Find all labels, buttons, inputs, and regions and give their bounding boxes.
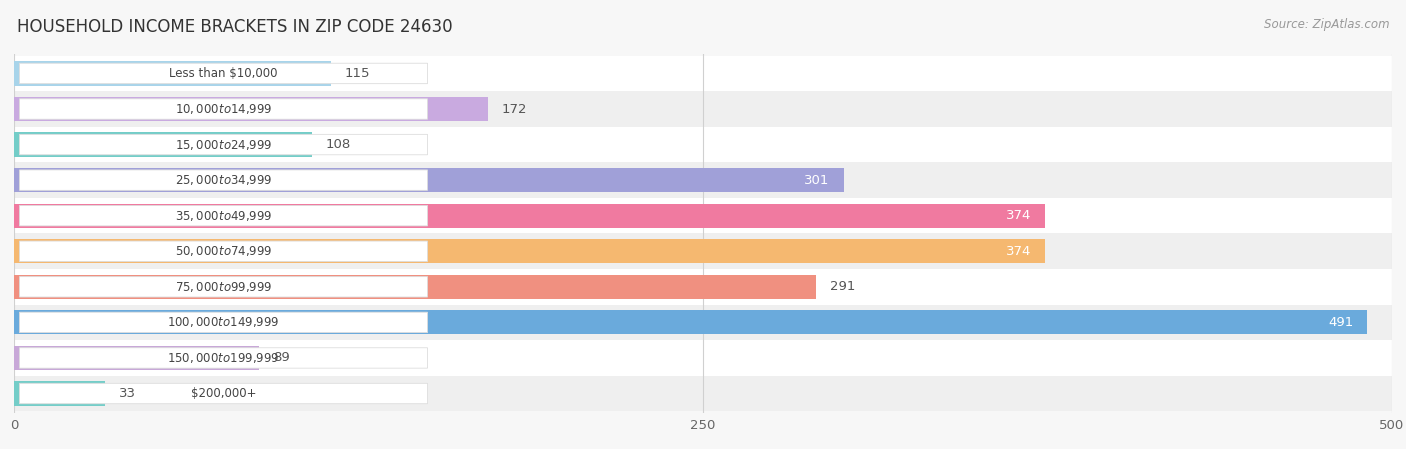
Bar bbox=[14, 382, 105, 405]
Text: 89: 89 bbox=[273, 352, 290, 365]
Bar bbox=[14, 198, 1392, 233]
Bar bbox=[14, 269, 1392, 304]
FancyBboxPatch shape bbox=[20, 206, 427, 226]
FancyBboxPatch shape bbox=[20, 348, 427, 368]
Bar bbox=[14, 62, 330, 85]
Text: $15,000 to $24,999: $15,000 to $24,999 bbox=[174, 137, 273, 152]
Bar bbox=[14, 275, 815, 299]
Text: Source: ZipAtlas.com: Source: ZipAtlas.com bbox=[1264, 18, 1389, 31]
FancyBboxPatch shape bbox=[20, 241, 427, 261]
Bar bbox=[14, 346, 259, 370]
Bar bbox=[14, 132, 312, 157]
FancyBboxPatch shape bbox=[20, 170, 427, 190]
Text: 291: 291 bbox=[830, 280, 855, 293]
Bar bbox=[14, 239, 1045, 264]
Bar bbox=[14, 340, 1392, 376]
Bar bbox=[14, 203, 1045, 228]
Text: 115: 115 bbox=[344, 67, 370, 80]
Bar bbox=[14, 310, 1367, 335]
FancyBboxPatch shape bbox=[20, 134, 427, 155]
Bar bbox=[14, 304, 1392, 340]
Text: 491: 491 bbox=[1329, 316, 1354, 329]
FancyBboxPatch shape bbox=[20, 277, 427, 297]
Text: $75,000 to $99,999: $75,000 to $99,999 bbox=[174, 280, 273, 294]
Bar bbox=[14, 97, 488, 121]
Text: HOUSEHOLD INCOME BRACKETS IN ZIP CODE 24630: HOUSEHOLD INCOME BRACKETS IN ZIP CODE 24… bbox=[17, 18, 453, 36]
FancyBboxPatch shape bbox=[20, 383, 427, 404]
Text: $200,000+: $200,000+ bbox=[191, 387, 256, 400]
Text: Less than $10,000: Less than $10,000 bbox=[169, 67, 278, 80]
Text: $10,000 to $14,999: $10,000 to $14,999 bbox=[174, 102, 273, 116]
FancyBboxPatch shape bbox=[20, 63, 427, 84]
FancyBboxPatch shape bbox=[20, 99, 427, 119]
Bar bbox=[14, 168, 844, 192]
Text: 374: 374 bbox=[1005, 209, 1031, 222]
Bar bbox=[14, 163, 1392, 198]
Bar bbox=[14, 233, 1392, 269]
Text: $50,000 to $74,999: $50,000 to $74,999 bbox=[174, 244, 273, 258]
FancyBboxPatch shape bbox=[20, 312, 427, 333]
Bar bbox=[14, 127, 1392, 163]
Text: $150,000 to $199,999: $150,000 to $199,999 bbox=[167, 351, 280, 365]
Text: $35,000 to $49,999: $35,000 to $49,999 bbox=[174, 209, 273, 223]
Bar bbox=[14, 56, 1392, 91]
Text: $25,000 to $34,999: $25,000 to $34,999 bbox=[174, 173, 273, 187]
Bar bbox=[14, 376, 1392, 411]
Text: 374: 374 bbox=[1005, 245, 1031, 258]
Text: 108: 108 bbox=[325, 138, 350, 151]
Text: 301: 301 bbox=[804, 174, 830, 187]
Text: $100,000 to $149,999: $100,000 to $149,999 bbox=[167, 315, 280, 330]
Bar bbox=[14, 91, 1392, 127]
Text: 33: 33 bbox=[118, 387, 136, 400]
Text: 172: 172 bbox=[502, 102, 527, 115]
